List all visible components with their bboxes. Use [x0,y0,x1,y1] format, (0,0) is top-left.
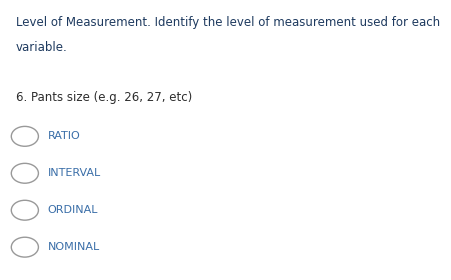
Text: variable.: variable. [16,41,67,54]
Text: NOMINAL: NOMINAL [47,242,100,252]
Text: Level of Measurement. Identify the level of measurement used for each: Level of Measurement. Identify the level… [16,16,439,29]
Ellipse shape [11,237,38,257]
Text: 6. Pants size (e.g. 26, 27, etc): 6. Pants size (e.g. 26, 27, etc) [16,91,192,104]
Text: RATIO: RATIO [47,131,80,141]
Ellipse shape [11,163,38,183]
Ellipse shape [11,200,38,220]
Text: INTERVAL: INTERVAL [47,168,101,178]
Text: ORDINAL: ORDINAL [47,205,98,215]
Ellipse shape [11,126,38,146]
